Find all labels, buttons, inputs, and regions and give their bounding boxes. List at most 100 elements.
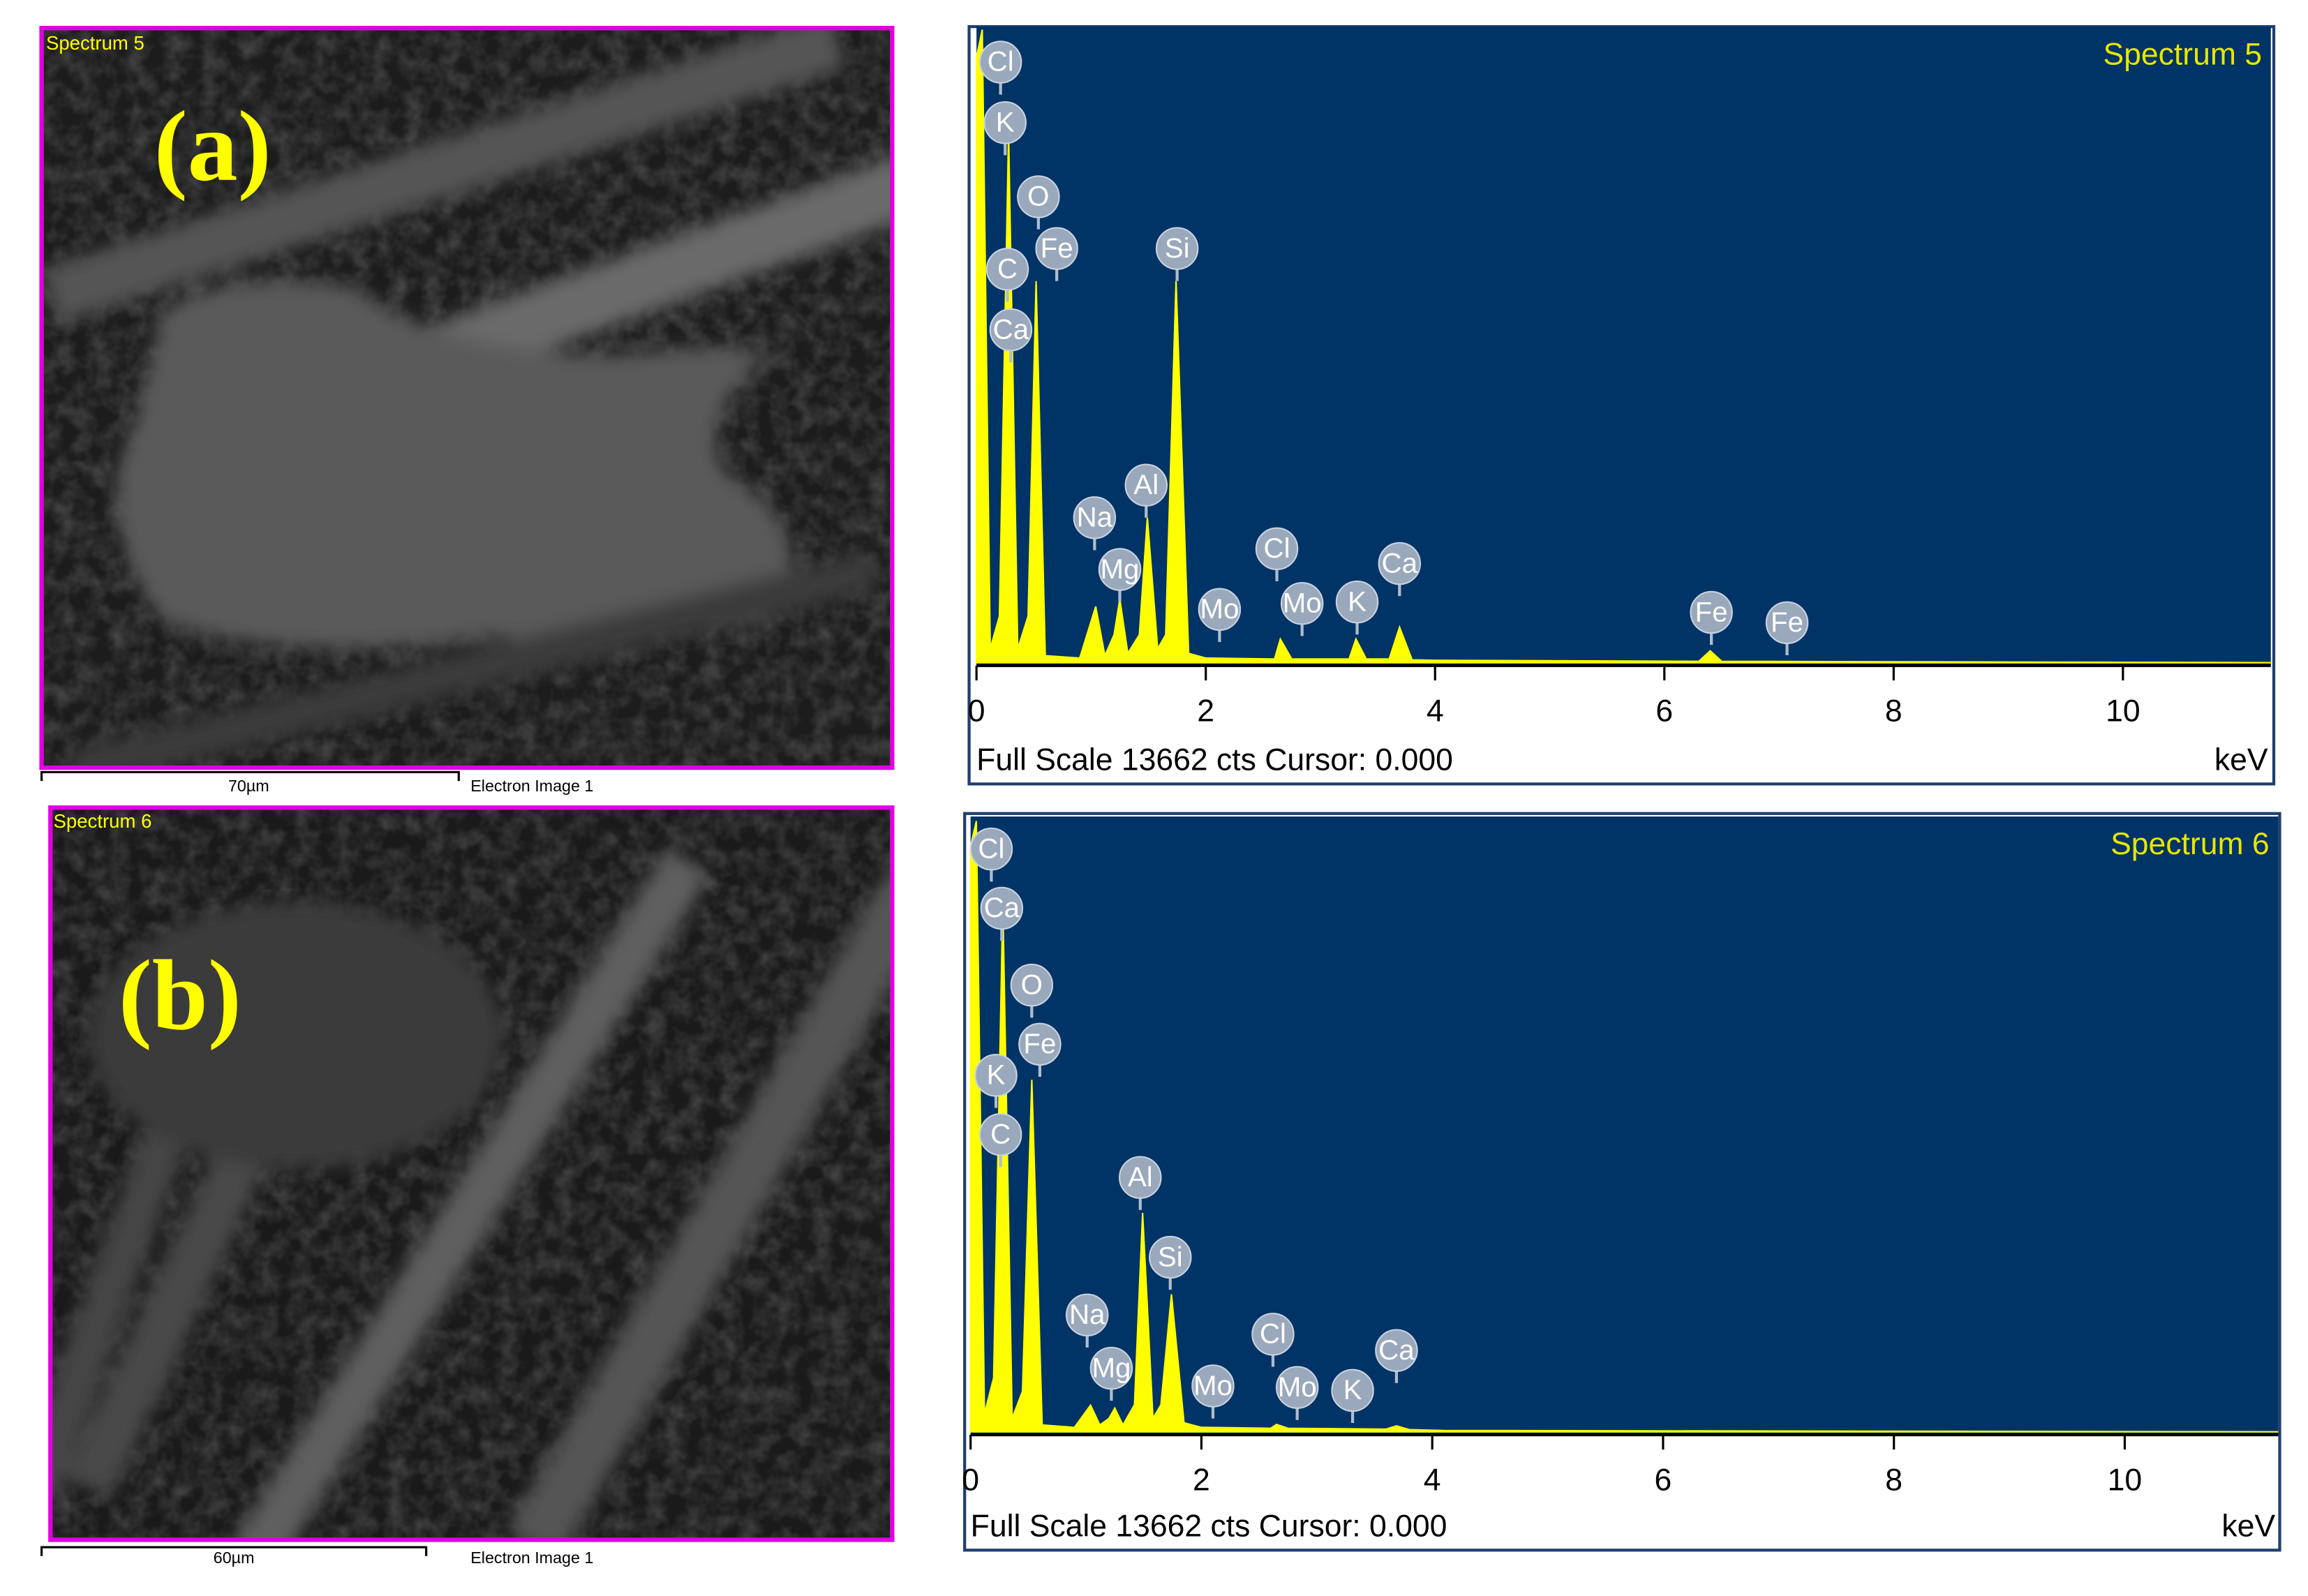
peak-marker [1017, 175, 1060, 218]
peak-marker [1275, 1366, 1319, 1409]
peak-marker [1690, 590, 1733, 634]
x-tick-label: 8 [1885, 1463, 1903, 1498]
peak-marker [1149, 1235, 1192, 1279]
peak-marker [985, 248, 1029, 291]
peak-label: K [1343, 1374, 1362, 1405]
peak-label: O [1021, 969, 1043, 1000]
x-tick-label: 10 [2106, 694, 2141, 728]
peak-label: Al [1128, 1161, 1153, 1193]
peak-label: Cl [988, 46, 1014, 77]
spectrum-area [969, 821, 2279, 1433]
image-frame [39, 26, 895, 770]
peak-marker [1119, 1156, 1162, 1199]
chart-title: Spectrum 5 [2104, 37, 2263, 71]
spectrum-tag: Spectrum 5 [46, 32, 144, 54]
chart-title: Spectrum 6 [2110, 827, 2270, 861]
peak-marker [1280, 582, 1324, 625]
peak-marker [989, 308, 1033, 352]
peak-label: Fe [1041, 232, 1073, 264]
peak-marker [978, 40, 1022, 84]
peak-label: K [996, 106, 1015, 137]
scale-label: 60µm [214, 1549, 255, 1567]
peak-label: Si [1165, 232, 1190, 264]
image-caption: Electron Image 1 [470, 1549, 593, 1567]
spectrum-chart: Cl K O Fe C Ca Si Al Na Mg Mo Cl Mo K Ca Fe Fe 0 2 4 6 8 10 Spe… [967, 25, 2276, 786]
peak-marker [1018, 1022, 1062, 1066]
scale-bar [40, 770, 460, 782]
peak-label: K [987, 1059, 1006, 1091]
x-axis-label: keV [2214, 743, 2268, 777]
peak-marker [1378, 542, 1422, 586]
scale-bar [40, 1546, 428, 1556]
peak-marker [1765, 601, 1809, 645]
chart-footer: Full Scale 13662 cts Cursor: 0.000 [971, 1509, 1447, 1543]
peak-label: Ca [1378, 1334, 1415, 1366]
peak-label: Mo [1278, 1371, 1317, 1403]
peak-label: Ca [993, 313, 1029, 345]
peak-marker [969, 827, 1013, 871]
spectrum-area [976, 29, 2271, 664]
peak-label: Ca [984, 892, 1020, 923]
scale-label: 70µm [228, 777, 269, 795]
x-tick-label: 0 [962, 1463, 979, 1498]
peak-label: Cl [1264, 532, 1290, 564]
peak-label: Cl [1260, 1318, 1286, 1350]
texts: Spectrum 5 Spectrum 6 (a) (b) 70µm Elect… [46, 32, 593, 1567]
sem-image-b [50, 807, 893, 1540]
peak-marker [1089, 1346, 1133, 1390]
peak-label: Si [1158, 1241, 1183, 1272]
x-tick-label: 0 [968, 694, 985, 728]
x-tick-label: 6 [1655, 1463, 1672, 1498]
plot-area [976, 27, 2271, 666]
x-axis-label: keV [2221, 1509, 2275, 1543]
x-tick-label: 2 [1193, 1463, 1210, 1498]
peak-label: Fe [1771, 606, 1803, 638]
peak-marker [1331, 1368, 1374, 1412]
peak-label: C [997, 253, 1018, 285]
peak-label: Mg [1101, 553, 1140, 585]
image-caption: Electron Image 1 [470, 777, 593, 795]
peak-marker [1335, 580, 1379, 624]
peak-marker [1255, 527, 1299, 571]
x-tick-label: 10 [2108, 1463, 2143, 1498]
peak-marker [1035, 227, 1078, 270]
x-tick-label: 6 [1655, 694, 1673, 728]
peak-label: Mo [1193, 1370, 1233, 1401]
peak-label: Ca [1382, 547, 1418, 579]
peak-label: O [1027, 181, 1049, 212]
peak-label: Cl [978, 833, 1004, 864]
x-tick-label: 4 [1424, 1463, 1441, 1498]
x-tick-label: 4 [1427, 694, 1444, 728]
peak-marker [974, 1054, 1018, 1097]
peak-marker [1191, 1364, 1235, 1408]
panel-label: (a) [154, 91, 271, 202]
peak-label: C [990, 1118, 1011, 1149]
peak-label: Mo [1200, 593, 1239, 625]
peak-marker [978, 1112, 1022, 1156]
peak-marker [1375, 1329, 1418, 1372]
chart-footer: Full Scale 13662 cts Cursor: 0.000 [976, 743, 1453, 777]
peak-label: Mg [1092, 1352, 1131, 1383]
x-tick-label: 8 [1885, 694, 1903, 728]
peak-label: Fe [1695, 596, 1728, 627]
peak-marker [1251, 1313, 1295, 1356]
peak-label: Na [1069, 1299, 1105, 1330]
peak-label: Fe [1023, 1028, 1056, 1059]
peak-marker [983, 100, 1027, 144]
spectrum-tag: Spectrum 6 [54, 810, 152, 832]
peak-marker [1124, 463, 1168, 507]
x-tick-label: 2 [1197, 694, 1214, 728]
peak-label: Na [1077, 502, 1113, 533]
sem-image-a [41, 28, 893, 768]
peak-label: Mo [1283, 588, 1322, 619]
peak-marker [980, 886, 1024, 930]
panel-label: (b) [119, 940, 241, 1051]
plot-area [970, 816, 2279, 1435]
peak-marker [1010, 963, 1054, 1007]
peak-marker [1098, 548, 1142, 591]
image-frame [48, 805, 895, 1542]
peak-marker [1155, 227, 1199, 270]
peak-label: Al [1133, 469, 1159, 500]
